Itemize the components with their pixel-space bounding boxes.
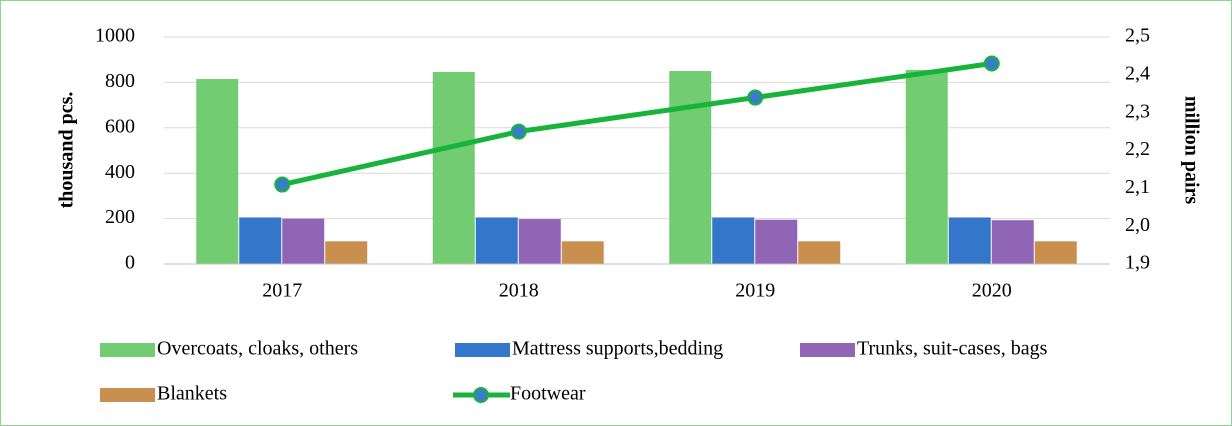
bar (239, 217, 282, 264)
y-tick-label: 400 (105, 161, 135, 183)
bar (798, 241, 841, 264)
bar (475, 217, 518, 264)
bar (991, 220, 1034, 264)
legend-label: Blankets (157, 383, 227, 405)
legend-swatch (100, 388, 155, 402)
y2-tick-label: 2,5 (1125, 25, 1150, 47)
y2-axis-title: million pairs (1180, 96, 1202, 205)
y-tick-label: 200 (105, 206, 135, 228)
bar (432, 71, 475, 264)
bar (282, 218, 325, 264)
bar (196, 78, 239, 265)
y-tick-label: 1000 (95, 25, 135, 47)
x-tick-label: 2018 (499, 280, 539, 302)
line-marker (510, 123, 527, 140)
y2-tick-label: 2,3 (1125, 100, 1150, 122)
bar (561, 241, 604, 264)
bar (669, 71, 712, 264)
line-marker (747, 89, 764, 106)
bar (325, 241, 368, 264)
y2-tick-label: 2,1 (1125, 176, 1150, 198)
y2-tick-label: 2,2 (1125, 138, 1150, 160)
bar (518, 219, 561, 264)
line-marker (983, 55, 1000, 72)
legend-swatch (455, 343, 510, 357)
bar (905, 69, 948, 264)
legend-swatch (800, 343, 855, 357)
y-tick-label: 0 (125, 252, 135, 274)
bar (948, 217, 991, 264)
legend-label: Overcoats, cloaks, others (157, 338, 358, 360)
legend-label: Trunks, suit-cases, bags (857, 338, 1048, 360)
legend-swatch (100, 343, 155, 357)
y-axis-title: thousand pcs. (56, 92, 78, 209)
y2-tick-label: 1,9 (1125, 252, 1150, 274)
legend-label: Mattress supports,bedding (512, 338, 723, 360)
bar (1034, 241, 1077, 264)
y2-tick-label: 2,0 (1125, 214, 1150, 236)
line (281, 61, 993, 187)
x-tick-label: 2017 (262, 280, 302, 302)
legend-label: Footwear (510, 383, 586, 405)
y-tick-label: 600 (105, 115, 135, 137)
y2-tick-label: 2,4 (1125, 62, 1150, 84)
y-tick-label: 800 (105, 70, 135, 92)
bar (712, 217, 755, 264)
x-tick-label: 2019 (735, 280, 775, 302)
legend-marker (473, 387, 489, 403)
x-tick-label: 2020 (972, 280, 1012, 302)
bar (755, 219, 798, 264)
line-marker (274, 176, 291, 193)
